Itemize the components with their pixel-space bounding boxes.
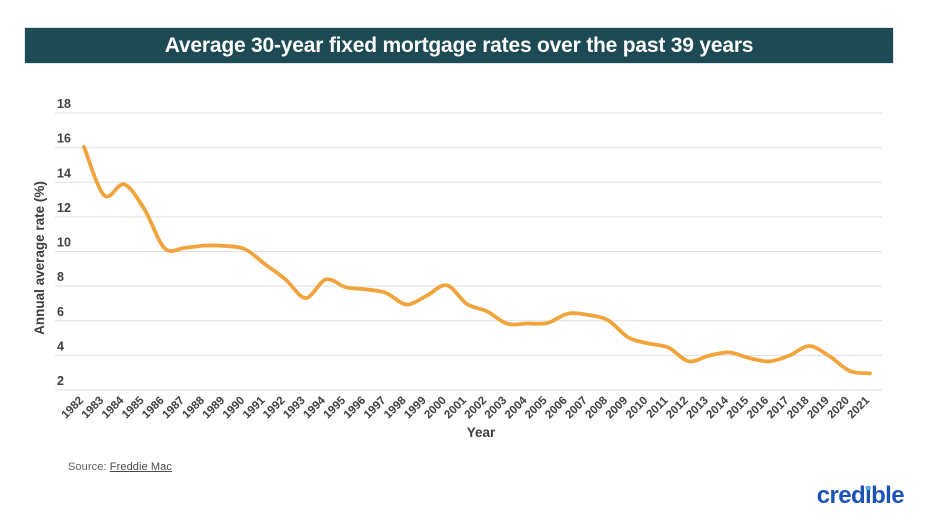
x-tick-label: 2002 bbox=[463, 395, 490, 422]
x-tick-label: 1991 bbox=[241, 394, 268, 421]
y-tick-label: 12 bbox=[57, 201, 71, 215]
logo-letter-i: ı bbox=[865, 482, 872, 509]
x-axis-title: Year bbox=[467, 425, 496, 440]
x-tick-label: 2016 bbox=[745, 395, 772, 422]
x-tick-label: 2010 bbox=[624, 395, 651, 422]
y-tick-label: 6 bbox=[57, 305, 64, 319]
logo-i-dot bbox=[865, 485, 871, 490]
chart-title: Average 30-year fixed mortgage rates ove… bbox=[164, 33, 754, 57]
x-tick-label: 1999 bbox=[402, 395, 429, 422]
source-link[interactable]: Freddie Mac bbox=[109, 461, 172, 473]
x-tick-label: 1982 bbox=[60, 395, 87, 422]
x-tick-label: 1984 bbox=[100, 394, 127, 421]
x-tick-label: 1996 bbox=[342, 395, 369, 422]
x-tick-label: 1988 bbox=[180, 394, 207, 421]
x-tick-label: 2013 bbox=[684, 395, 711, 422]
y-tick-label: 14 bbox=[57, 166, 71, 180]
y-tick-label: 10 bbox=[57, 236, 71, 250]
x-tick-label: 2019 bbox=[805, 395, 832, 422]
y-gridlines bbox=[55, 112, 882, 391]
x-tick-label: 1986 bbox=[140, 395, 167, 422]
x-tick-label: 2017 bbox=[765, 395, 792, 422]
y-axis-title: Annual average rate (%) bbox=[32, 181, 47, 335]
x-tick-label: 2021 bbox=[846, 394, 873, 421]
x-tick-label: 2008 bbox=[584, 394, 611, 421]
x-tick-label: 2003 bbox=[483, 395, 510, 422]
x-tick-labels: 1982198319841985198619871988198919901991… bbox=[60, 394, 873, 421]
rate-line bbox=[82, 145, 872, 376]
x-tick-label: 1985 bbox=[120, 394, 147, 421]
credible-logo: credı ble bbox=[816, 482, 905, 509]
chart-title-bar: Average 30-year fixed mortgage rates ove… bbox=[25, 28, 893, 63]
x-tick-label: 1987 bbox=[160, 395, 187, 422]
x-tick-label: 2014 bbox=[704, 394, 731, 421]
x-tick-label: 2018 bbox=[785, 394, 812, 421]
y-tick-label: 4 bbox=[57, 339, 64, 353]
x-tick-label: 2005 bbox=[523, 394, 550, 421]
y-tick-label: 18 bbox=[57, 97, 71, 111]
x-tick-label: 2009 bbox=[604, 395, 631, 422]
y-tick-label: 2 bbox=[57, 374, 64, 388]
x-tick-label: 2001 bbox=[442, 394, 469, 421]
y-tick-labels: 18 16 14 12 10 8 6 4 2 bbox=[57, 97, 71, 388]
x-tick-label: 1995 bbox=[322, 394, 349, 421]
x-tick-label: 2020 bbox=[825, 395, 852, 422]
x-tick-label: 1998 bbox=[382, 394, 409, 421]
x-tick-label: 1992 bbox=[261, 395, 288, 422]
source-label: Source: bbox=[68, 461, 107, 473]
x-tick-label: 2007 bbox=[563, 395, 590, 422]
x-tick-label: 2004 bbox=[503, 394, 530, 421]
y-tick-label: 16 bbox=[57, 132, 71, 146]
x-tick-label: 2015 bbox=[725, 394, 752, 421]
x-tick-label: 2012 bbox=[664, 395, 691, 422]
x-tick-label: 2000 bbox=[422, 395, 449, 422]
x-tick-label: 1997 bbox=[362, 395, 389, 422]
y-tick-label: 8 bbox=[57, 270, 64, 284]
source-attribution: Source: Freddie Mac bbox=[68, 461, 172, 473]
x-tick-label: 1994 bbox=[301, 394, 328, 421]
x-tick-label: 1990 bbox=[221, 395, 248, 422]
x-tick-label: 1989 bbox=[201, 395, 228, 422]
x-tick-label: 2006 bbox=[543, 395, 570, 422]
x-tick-label: 1983 bbox=[80, 395, 107, 422]
x-tick-label: 1993 bbox=[281, 395, 308, 422]
